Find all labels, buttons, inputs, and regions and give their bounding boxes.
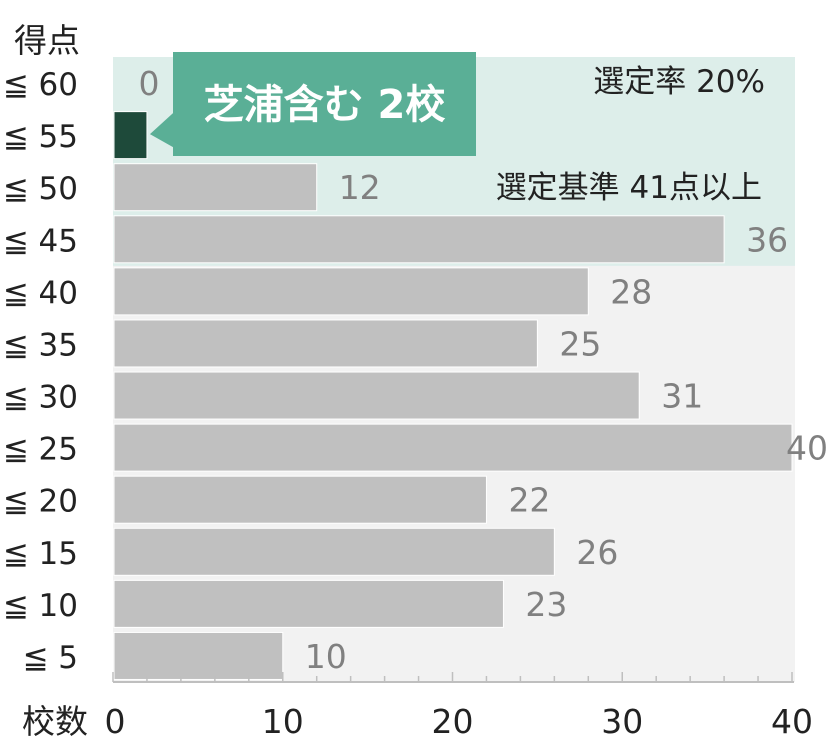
value-label: 22 — [508, 481, 550, 520]
callout-box — [149, 52, 476, 156]
value-label: 10 — [305, 637, 347, 676]
category-label: ≦ 60 — [3, 67, 78, 103]
category-label: ≦ 35 — [3, 327, 78, 363]
x-tick-label: 10 — [262, 702, 304, 741]
bars-layer — [113, 111, 793, 680]
x-tick-label: 40 — [771, 702, 813, 741]
bar — [113, 527, 555, 576]
category-label: ≦ 10 — [3, 588, 78, 624]
category-label: ≦ 5 — [22, 640, 78, 676]
value-label: 26 — [576, 533, 618, 572]
x-tick-label: 0 — [105, 702, 126, 741]
value-label: 25 — [559, 324, 601, 363]
bar — [113, 423, 793, 472]
x-axis-label: 校数 — [22, 702, 88, 741]
value-label: 31 — [661, 377, 703, 416]
value-label: 12 — [339, 168, 381, 207]
value-label: 28 — [610, 272, 652, 311]
category-label: ≦ 55 — [3, 119, 78, 155]
bar — [113, 215, 725, 264]
category-label: ≦ 40 — [3, 275, 78, 311]
selection-criteria-label: 選定基準 41点以上 — [496, 170, 762, 206]
category-label: ≦ 50 — [3, 171, 78, 207]
bar — [113, 579, 504, 628]
bar — [113, 267, 589, 316]
category-label: ≦ 30 — [3, 380, 78, 416]
callout-text: 芝浦含む 2校 — [204, 82, 446, 128]
bar — [113, 319, 538, 368]
selection-rate-label: 選定率 20% — [593, 64, 765, 100]
x-axis: 0 10 20 30 40 — [105, 672, 813, 741]
y-axis-label: 得点 — [14, 21, 80, 60]
bar — [113, 163, 318, 212]
bar — [113, 475, 487, 524]
value-label: 0 — [139, 64, 160, 103]
category-label: ≦ 15 — [3, 536, 78, 572]
bar — [113, 631, 284, 680]
category-label: ≦ 20 — [3, 484, 78, 520]
category-label: ≦ 25 — [3, 432, 78, 468]
x-tick-label: 30 — [601, 702, 643, 741]
callout-layer: 芝浦含む 2校 — [149, 52, 476, 156]
bar — [113, 371, 640, 420]
x-tick-label: 20 — [432, 702, 474, 741]
value-label: 40 — [786, 429, 828, 468]
bar — [113, 111, 148, 160]
category-label: ≦ 45 — [3, 223, 78, 259]
value-label: 23 — [525, 585, 567, 624]
value-label: 36 — [746, 220, 788, 259]
category-labels-layer: ≦ 60 ≦ 55 ≦ 50 ≦ 45 ≦ 40 ≦ 35 ≦ 30 ≦ 25 ≦ 20 ≦ 15… — [3, 67, 78, 676]
